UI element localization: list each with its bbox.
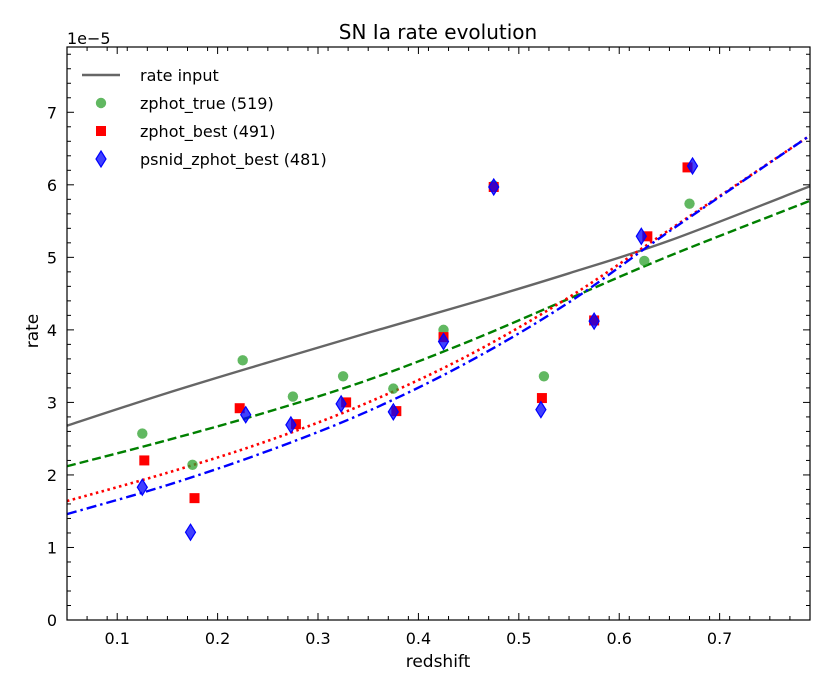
legend-label: zphot_true (519) xyxy=(140,94,274,114)
point-diamond-3 xyxy=(285,415,297,435)
point-diamond-9 xyxy=(588,312,600,331)
y-tick-label: 4 xyxy=(47,321,57,340)
point-diamond-8 xyxy=(535,400,547,419)
x-tick-label: 0.7 xyxy=(707,629,732,648)
point-circle-3 xyxy=(287,391,299,402)
point-diamond-1 xyxy=(184,523,197,542)
legend-marker xyxy=(95,97,107,109)
y-tick-label: 0 xyxy=(47,611,57,630)
point-diamond-11 xyxy=(686,156,699,176)
y-tick-label: 6 xyxy=(47,176,57,195)
y-tick-label: 5 xyxy=(47,248,57,267)
legend-label: psnid_zphot_best (481) xyxy=(140,150,327,170)
x-tick-label: 0.3 xyxy=(305,629,330,648)
point-diamond-5 xyxy=(387,402,400,421)
chart-title: SN Ia rate evolution xyxy=(339,20,537,44)
x-tick-label: 0.4 xyxy=(406,629,431,648)
x-axis-label: redshift xyxy=(406,652,471,672)
point-circle-0 xyxy=(137,428,148,439)
series-line-3 xyxy=(67,134,810,516)
point-circle-11 xyxy=(684,198,695,209)
y-tick-label: 2 xyxy=(47,466,57,485)
x-tick-label: 0.5 xyxy=(506,629,531,648)
legend-marker xyxy=(96,126,106,136)
point-circle-2 xyxy=(237,355,248,366)
x-tick-label: 0.2 xyxy=(205,629,230,648)
x-tick-label: 0.1 xyxy=(104,629,129,648)
point-circle-1 xyxy=(187,459,198,470)
x-tick-label: 0.6 xyxy=(607,629,632,648)
point-square-8 xyxy=(536,393,547,404)
scatter-group xyxy=(136,156,699,542)
ticks-group xyxy=(66,47,811,621)
plot-area: 0.1 0.2 0.3 0.4 0.5 0.6 0.7 0 1 2 3 4 5 6 7 rate input z… xyxy=(47,46,811,648)
legend: rate input zphot_true (519) zphot_best (49… xyxy=(82,66,327,170)
point-circle-8 xyxy=(538,371,550,382)
y-tick-label: 7 xyxy=(47,103,57,122)
point-square-4 xyxy=(341,397,352,408)
point-diamond-4 xyxy=(335,394,347,413)
legend-label: rate input xyxy=(140,66,219,85)
point-circle-10 xyxy=(639,255,650,267)
point-diamond-0 xyxy=(136,478,149,497)
point-circle-5 xyxy=(388,383,399,394)
series-line-2 xyxy=(67,134,810,503)
series-line-1 xyxy=(67,199,810,468)
point-diamond-2 xyxy=(240,405,252,424)
legend-label: zphot_best (491) xyxy=(140,122,275,142)
y-axis-label: rate xyxy=(23,314,43,349)
point-square-11 xyxy=(682,162,693,173)
lines-group xyxy=(67,134,810,516)
series-line-0 xyxy=(67,185,810,427)
point-circle-4 xyxy=(337,371,349,382)
point-diamond-10 xyxy=(635,227,648,246)
legend-marker xyxy=(95,149,107,169)
point-square-0 xyxy=(139,455,150,466)
point-diamond-7 xyxy=(488,177,500,197)
point-diamond-6 xyxy=(437,332,450,351)
point-square-2 xyxy=(234,403,245,414)
point-square-1 xyxy=(189,493,200,504)
y-tick-label: 3 xyxy=(47,393,57,412)
point-square-10 xyxy=(642,231,653,242)
y-offset-text: 1e−5 xyxy=(67,29,111,48)
axes-frame xyxy=(66,46,811,621)
y-tick-label: 1 xyxy=(47,538,57,557)
